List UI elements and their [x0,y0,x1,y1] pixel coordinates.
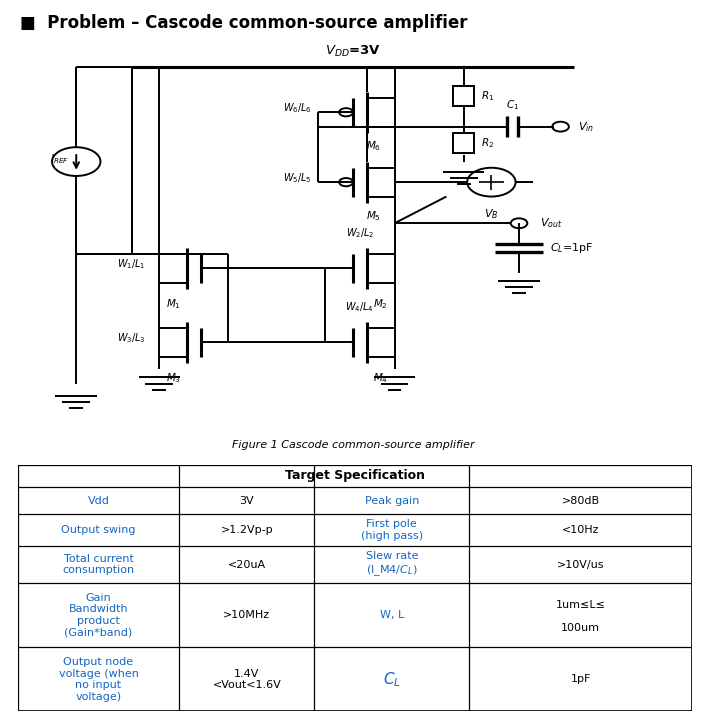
Text: $V_{DD}$=3V: $V_{DD}$=3V [325,44,381,59]
Text: Output swing: Output swing [61,525,136,535]
Text: Figure 1 Cascode common-source amplifier: Figure 1 Cascode common-source amplifier [232,440,474,450]
Text: $M_2$: $M_2$ [373,297,388,311]
Text: 3V: 3V [239,495,254,506]
Text: $M_4$: $M_4$ [373,371,388,385]
Bar [453,86,474,106]
Text: $C_L$=1pF: $C_L$=1pF [550,241,594,255]
Text: Output node
voltage (when
no input
voltage): Output node voltage (when no input volta… [59,657,138,701]
Text: $V_{in}$: $V_{in}$ [578,119,594,134]
Text: >10MHz: >10MHz [223,610,270,620]
Bar [453,133,474,154]
Text: $W_2/L_2$: $W_2/L_2$ [346,226,374,240]
Text: $W_4/L_4$: $W_4/L_4$ [345,300,374,314]
Text: Total current
consumption: Total current consumption [63,554,135,576]
Text: $M_3$: $M_3$ [166,371,181,385]
Text: 1um≤L≤: 1um≤L≤ [556,601,606,611]
Text: $W_6/L_6$: $W_6/L_6$ [282,102,311,115]
Text: <20uA: <20uA [228,560,266,570]
Text: W, L: W, L [380,610,404,620]
Text: $R_1$: $R_1$ [481,89,494,103]
Text: >80dB: >80dB [561,495,599,506]
Text: $W_1/L_1$: $W_1/L_1$ [116,257,145,271]
Text: $M_5$: $M_5$ [366,209,381,222]
Text: $R_2$: $R_2$ [481,136,494,150]
Text: Gain
Bandwidth
product
(Gain*band): Gain Bandwidth product (Gain*band) [64,593,133,638]
Text: First pole
(high pass): First pole (high pass) [361,519,423,541]
Text: Target Specification: Target Specification [285,469,425,483]
Text: Slew rate
(I_M4/$C_L$): Slew rate (I_M4/$C_L$) [366,551,418,578]
Text: $C_L$: $C_L$ [383,670,401,689]
Text: >1.2Vp-p: >1.2Vp-p [220,525,273,535]
Text: $V_B$: $V_B$ [484,207,498,221]
Text: 1pF: 1pF [570,674,591,684]
Text: >10V/us: >10V/us [557,560,604,570]
Text: <10Hz: <10Hz [562,525,599,535]
Text: $M_6$: $M_6$ [366,139,381,153]
Text: ■  Problem – Cascode common-source amplifier: ■ Problem – Cascode common-source amplif… [20,14,467,32]
Text: 100um: 100um [561,623,600,633]
Text: $I_{REF}$: $I_{REF}$ [50,152,69,167]
Text: $M_1$: $M_1$ [166,297,181,311]
Text: 1.4V
<Vout<1.6V: 1.4V <Vout<1.6V [213,669,281,690]
Text: Peak gain: Peak gain [365,495,419,506]
Text: $W_5/L_5$: $W_5/L_5$ [282,171,311,185]
Text: $C_1$: $C_1$ [505,99,519,112]
Text: $V_{out}$: $V_{out}$ [540,217,563,230]
Text: $W_3/L_3$: $W_3/L_3$ [116,332,145,345]
Text: Vdd: Vdd [88,495,109,506]
